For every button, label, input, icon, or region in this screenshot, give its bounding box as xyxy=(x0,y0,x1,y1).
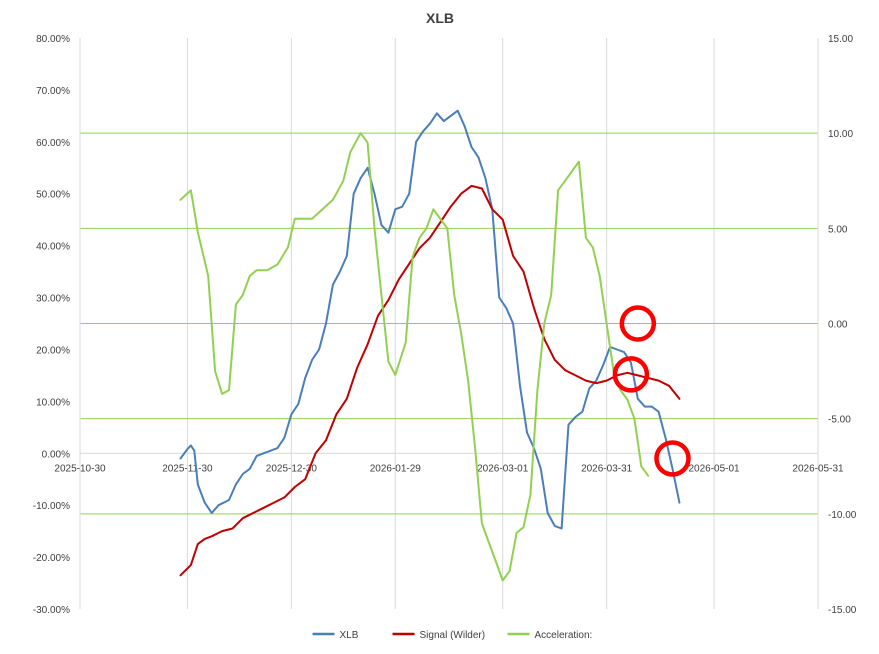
x-axis-tick-label: 2025-10-30 xyxy=(54,463,106,474)
left-axis-tick-label: 10.00% xyxy=(36,397,70,408)
left-axis-tick-label: -20.00% xyxy=(33,553,70,564)
x-axis-tick-label: 2026-03-01 xyxy=(477,463,529,474)
left-axis-tick-label: 50.00% xyxy=(36,190,70,201)
right-axis-tick-label: 15.00 xyxy=(828,34,853,45)
chart-title: XLB xyxy=(426,10,454,26)
x-axis-tick-label: 2026-01-29 xyxy=(370,463,422,474)
x-axis-tick-label: 2025-12-30 xyxy=(266,463,318,474)
x-axis-tick-label: 2025-11-30 xyxy=(162,463,213,474)
left-axis-tick-label: 0.00% xyxy=(42,449,70,460)
legend: XLB Signal (Wilder) Acceleration: xyxy=(312,630,593,641)
left-axis-tick-label: 20.00% xyxy=(36,345,70,356)
annotation-layer xyxy=(612,305,691,477)
left-axis-tick-label: 40.00% xyxy=(36,242,70,253)
axis-layer: -30.00% -20.00% -10.00% 0.00% 10.00% 20.00% 30… xyxy=(33,34,857,616)
right-axis-tick-label: 10.00 xyxy=(828,129,853,140)
x-axis-tick-label: 2026-05-31 xyxy=(792,463,844,474)
right-axis-tick-label: -10.00 xyxy=(828,510,857,521)
right-axis-tick-label: -15.00 xyxy=(828,605,857,616)
left-axis-tick-label: -10.00% xyxy=(33,501,70,512)
left-axis-tick-label: 60.00% xyxy=(36,138,70,149)
series-layer xyxy=(179,109,681,582)
x-axis-tick-label: 2026-05-01 xyxy=(688,463,740,474)
series-line-acceleration xyxy=(179,132,650,582)
legend-label: XLB xyxy=(340,630,359,641)
annotation-circle xyxy=(612,356,650,393)
annotation-circle xyxy=(619,305,657,342)
right-axis-tick-label: 5.00 xyxy=(828,224,848,235)
right-axis-tick-label: -5.00 xyxy=(828,415,851,426)
left-axis-tick-label: 30.00% xyxy=(36,294,70,305)
legend-label: Acceleration: xyxy=(535,630,593,641)
legend-label: Signal (Wilder) xyxy=(420,630,486,641)
x-axis-tick-label: 2026-03-31 xyxy=(581,463,633,474)
right-axis-tick-label: 0.00 xyxy=(828,320,848,331)
annotation-circle xyxy=(654,440,691,477)
left-axis-tick-label: 70.00% xyxy=(36,86,70,97)
series-line-signal-wilder xyxy=(179,184,681,577)
left-axis-tick-label: 80.00% xyxy=(36,34,70,45)
left-axis-tick-label: -30.00% xyxy=(33,605,70,616)
